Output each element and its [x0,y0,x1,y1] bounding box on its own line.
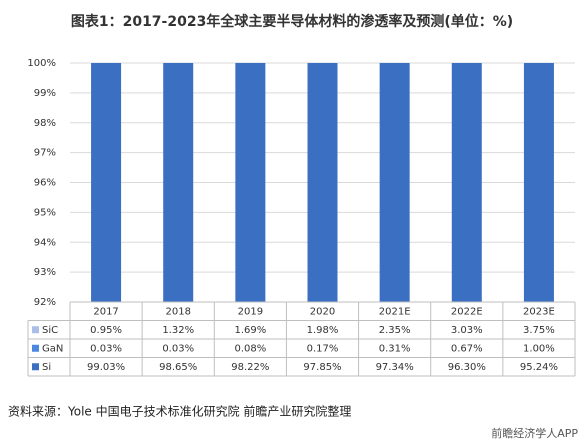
bar-segment [91,63,122,302]
legend-swatch [32,344,39,352]
table-cell: 1.32% [162,325,194,336]
y-tick-label: 99% [34,88,56,99]
table-cell: 3.75% [523,325,555,336]
bar-segment [523,63,554,302]
y-tick-label: 100% [27,58,56,69]
y-tick-label: 97% [34,148,56,159]
x-tick-label: 2023E [523,306,555,317]
table-cell: 0.67% [451,343,483,354]
table-cell: 97.85% [303,362,341,373]
legend-swatch [32,363,39,371]
x-tick-label: 2020 [310,306,335,317]
table-cell: 95.24% [520,362,558,373]
table-cell: 98.22% [231,362,269,373]
table-cell: 0.31% [379,343,411,354]
y-tick-label: 93% [34,267,56,278]
table-cell: 1.69% [234,325,266,336]
table-cell: 0.03% [90,343,122,354]
y-tick-label: 98% [34,118,56,129]
bar-segment [451,63,482,302]
y-tick-label: 94% [34,237,56,248]
table-cell: 0.17% [307,343,339,354]
legend-swatch [32,326,39,334]
bar-segment [163,63,194,302]
y-tick-label: 96% [34,178,56,189]
x-tick-label: 2021E [379,306,411,317]
footer: 前瞻经济学人APP [491,426,578,440]
table-cell: 98.65% [159,362,197,373]
bar-segment [235,63,266,302]
table-cell: 97.34% [376,362,414,373]
table-cell: 0.03% [162,343,194,354]
table-cell: 1.00% [523,343,555,354]
table-cell: 0.95% [90,325,122,336]
table-cell: 3.03% [451,325,483,336]
x-tick-label: 2019 [238,306,263,317]
table-cell: 2.35% [379,325,411,336]
table-cell: 96.30% [448,362,486,373]
y-tick-label: 95% [34,207,56,218]
table-cell: 1.98% [307,325,339,336]
table-cell: 99.03% [87,362,125,373]
source: 资料来源：Yole 中国电子技术标准化研究院 前瞻产业研究院整理 [8,404,351,419]
x-tick-label: 2017 [93,306,118,317]
bar-segment [307,63,338,302]
table-cell: 0.08% [234,343,266,354]
legend-label: GaN [42,343,63,354]
legend-label: SiC [42,325,58,336]
bar-segment [379,63,410,302]
x-tick-label: 2022E [451,306,483,317]
chart-title: 图表1：2017-2023年全球主要半导体材料的渗透率及预测(单位：%) [71,13,513,30]
y-tick-label: 92% [34,297,56,308]
x-tick-label: 2018 [165,306,190,317]
legend-label: Si [42,362,51,373]
